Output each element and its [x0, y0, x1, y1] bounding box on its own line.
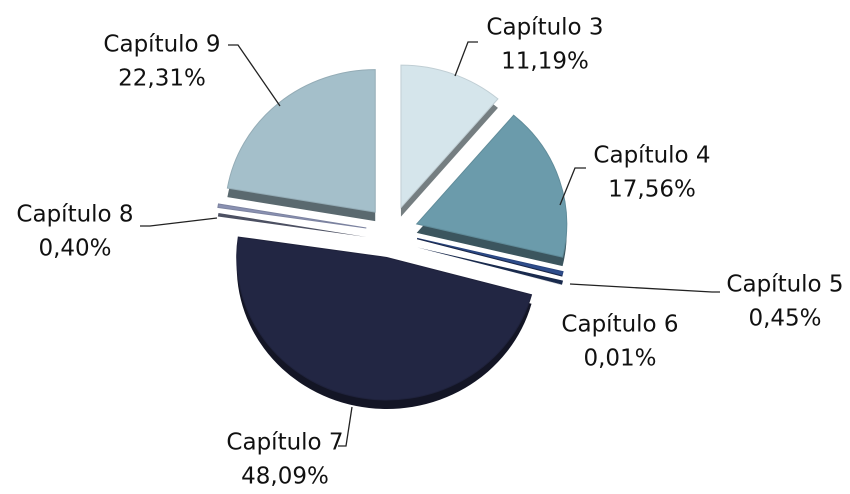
- label-name: Capítulo 3: [486, 15, 603, 41]
- label-value: 0,01%: [583, 346, 656, 372]
- leader-line: [559, 167, 586, 206]
- label-value: 11,19%: [501, 49, 589, 75]
- leader-line: [338, 406, 353, 447]
- slice: [400, 64, 499, 209]
- label-value: 0,40%: [38, 236, 111, 262]
- slice-side: [217, 212, 367, 237]
- leader-line: [140, 217, 218, 227]
- slice: [416, 238, 563, 277]
- slice-side: [417, 247, 562, 286]
- label-name: Capítulo 5: [726, 272, 843, 298]
- leader-line: [454, 41, 478, 77]
- label-name: Capítulo 7: [226, 430, 343, 456]
- label-value: 22,31%: [118, 66, 206, 92]
- label-name: Capítulo 9: [103, 32, 220, 58]
- slice: [217, 203, 367, 229]
- label-value: 0,45%: [748, 306, 821, 332]
- label-name: Capítulo 6: [561, 312, 678, 338]
- leader-line: [228, 44, 281, 107]
- label-value: 17,56%: [608, 177, 696, 203]
- slice: [226, 69, 376, 213]
- label-name: Capítulo 4: [593, 143, 710, 169]
- label-name: Capítulo 8: [16, 202, 133, 228]
- label-value: 48,09%: [241, 464, 329, 490]
- slice-side: [417, 247, 564, 285]
- slice: [415, 114, 568, 258]
- leader-line: [569, 283, 720, 293]
- slice: [236, 236, 533, 401]
